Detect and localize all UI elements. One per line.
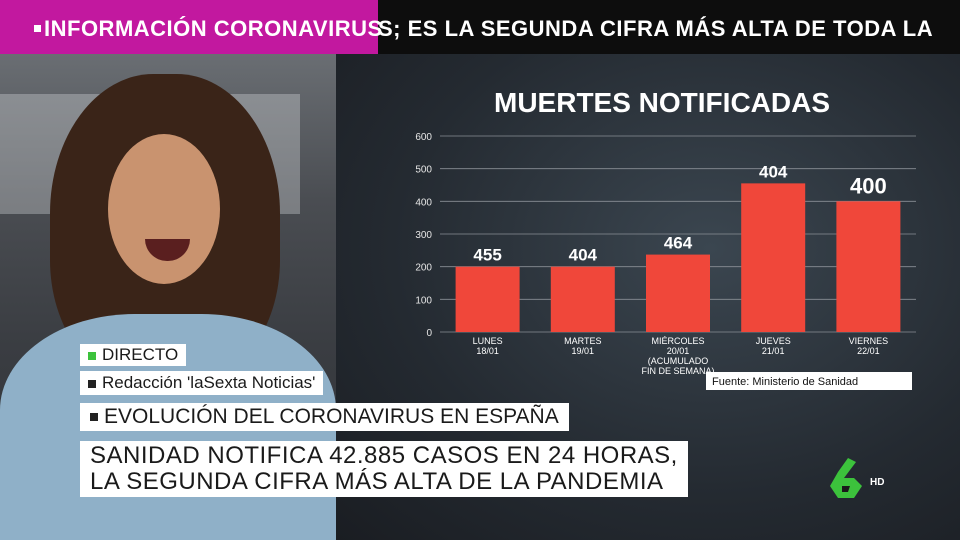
presenter-face	[108, 134, 220, 284]
deaths-chart: MUERTES NOTIFICADAS 0 100 200 300 400 500 600 45…	[415, 87, 916, 390]
x-tick-label: FIN DE SEMANA)	[641, 366, 714, 376]
source-box	[706, 372, 912, 390]
directo-label: DIRECTO	[102, 345, 179, 364]
x-tick-label: 18/01	[476, 346, 499, 356]
x-tick-label: MIÉRCOLES	[651, 336, 704, 346]
x-tick-label: VIERNES	[849, 336, 889, 346]
x-tick-label: 20/01	[667, 346, 690, 356]
data-label: 404	[569, 246, 598, 265]
y-tick-label: 600	[415, 132, 432, 143]
news-ticker: INFORMACIÓN CORONAVIRUS S; ES LA SEGUNDA…	[0, 0, 960, 54]
hd-badge: HD	[870, 477, 885, 488]
presenter-mouth	[145, 239, 190, 261]
bar	[550, 266, 615, 332]
chart-source: Fuente: Ministerio de Sanidad	[712, 376, 858, 388]
x-tick-label: 21/01	[762, 346, 785, 356]
data-label: 404	[759, 162, 788, 181]
x-tick-label: MARTES	[564, 336, 601, 346]
live-indicator-icon	[88, 351, 96, 360]
x-tick-label: (ACUMULADO	[648, 356, 709, 366]
data-label: 400	[850, 173, 887, 198]
headline-line-1: SANIDAD NOTIFICA 42.885 CASOS EN 24 HORA…	[90, 442, 678, 469]
headline-box: SANIDAD NOTIFICA 42.885 CASOS EN 24 HORA…	[80, 441, 688, 497]
bar	[836, 201, 901, 332]
ticker-scroll-text: S; ES LA SEGUNDA CIFRA MÁS ALTA DE TODA …	[378, 16, 934, 41]
y-tick-label: 100	[415, 295, 432, 306]
x-tick-label: LUNES	[473, 336, 503, 346]
bullet-icon	[90, 413, 98, 422]
x-tick-label: 19/01	[572, 346, 595, 356]
y-tick-label: 500	[415, 165, 432, 176]
bar	[455, 266, 520, 332]
y-tick-label: 400	[415, 197, 432, 208]
chart-title: MUERTES NOTIFICADAS	[494, 87, 830, 118]
lasexta-logo-icon	[830, 458, 862, 498]
data-label: 455	[473, 246, 501, 265]
headline-line-2: LA SEGUNDA CIFRA MÁS ALTA DE LA PANDEMIA	[90, 468, 664, 495]
bullet-icon	[88, 379, 96, 388]
bar	[741, 183, 806, 332]
directo-tag: DIRECTO	[80, 344, 187, 366]
redaccion-label: Redacción 'laSexta Noticias'	[102, 373, 316, 392]
y-tick-label: 0	[426, 328, 432, 339]
data-label: 464	[664, 234, 693, 253]
x-tick-label: JUEVES	[756, 336, 791, 346]
y-tick-label: 200	[415, 263, 432, 274]
evolucion-tag: EVOLUCIÓN DEL CORONAVIRUS EN ESPAÑA	[80, 403, 569, 431]
redaccion-tag: Redacción 'laSexta Noticias'	[80, 371, 324, 395]
x-tick-label: 22/01	[857, 346, 880, 356]
ticker-label-box	[0, 0, 378, 54]
y-tick-label: 300	[415, 230, 432, 241]
ticker-label: INFORMACIÓN CORONAVIRUS	[34, 16, 383, 41]
bar	[646, 254, 710, 332]
evolucion-label: EVOLUCIÓN DEL CORONAVIRUS EN ESPAÑA	[104, 405, 559, 428]
